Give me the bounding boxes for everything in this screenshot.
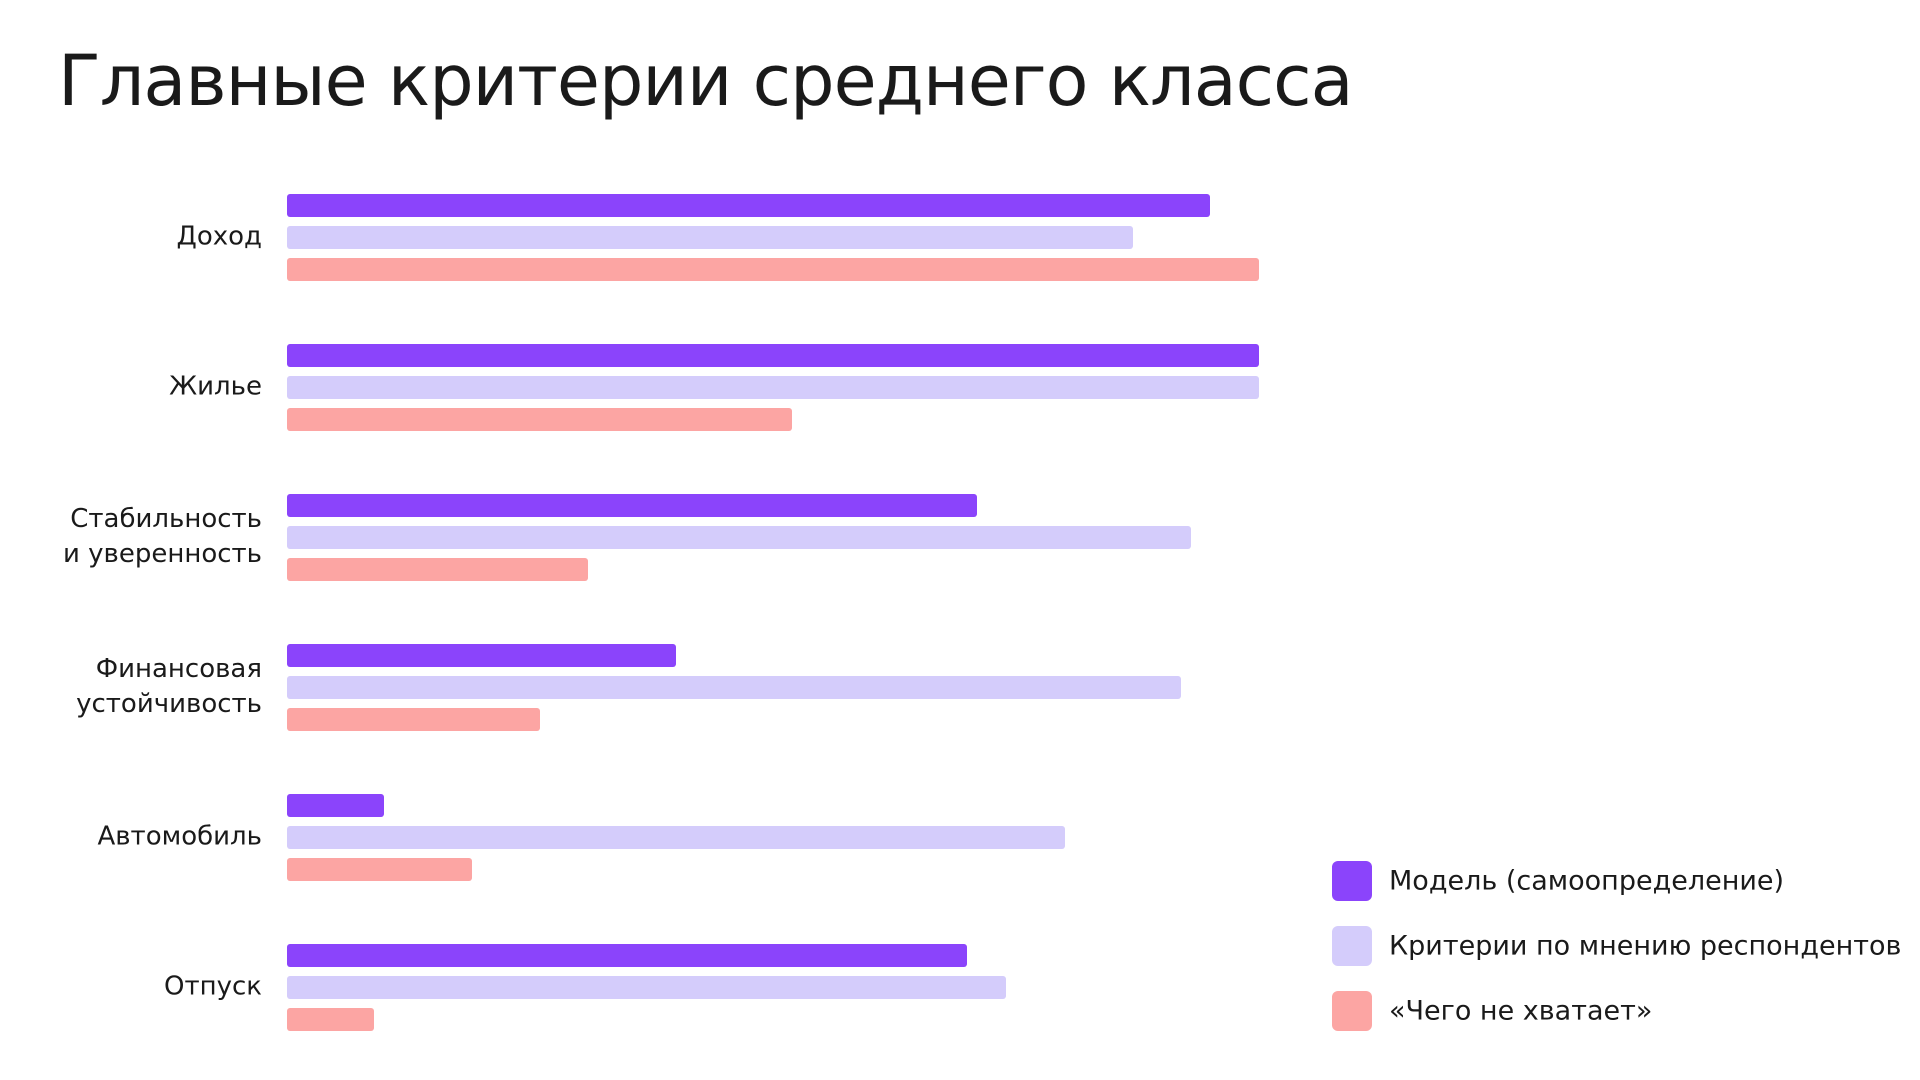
- bar: [287, 857, 472, 881]
- bar: [287, 793, 385, 817]
- bar: [287, 375, 1259, 399]
- bar: [287, 975, 1007, 999]
- legend-label: Модель (самоопределение): [1389, 865, 1785, 897]
- category-label: Автомобиль: [97, 821, 262, 852]
- bar: [287, 825, 1065, 849]
- chart-title: Главные критерии среднего класса: [58, 40, 1354, 122]
- legend-swatch: [1332, 861, 1372, 901]
- bar: [287, 1007, 375, 1031]
- bar: [287, 943, 968, 967]
- bar: [287, 707, 540, 731]
- bar: [287, 257, 1259, 281]
- bar: [287, 493, 978, 517]
- bar: [287, 525, 1191, 549]
- category-label: Жилье: [169, 371, 262, 402]
- legend-label: «Чего не хватает»: [1389, 995, 1653, 1027]
- bar: [287, 557, 589, 581]
- category-label: Финансовая устойчивость: [76, 654, 262, 719]
- legend-label: Критерии по мнению респондентов: [1389, 930, 1902, 962]
- category-label: Отпуск: [164, 971, 262, 1002]
- legend-swatch: [1332, 926, 1372, 966]
- legend-swatch: [1332, 991, 1372, 1031]
- bar: [287, 675, 1182, 699]
- bar: [287, 193, 1211, 217]
- bar: [287, 407, 793, 431]
- bar: [287, 343, 1259, 367]
- category-label: Доход: [176, 221, 263, 252]
- bar: [287, 643, 676, 667]
- category-label: Стабильность и уверенность: [62, 504, 262, 569]
- bar: [287, 225, 1133, 249]
